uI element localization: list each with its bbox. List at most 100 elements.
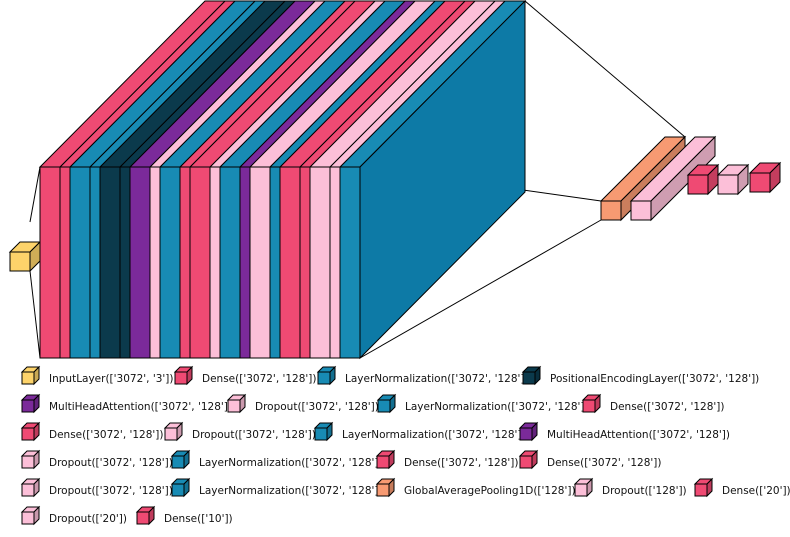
legend-label: Dense(['3072', '128']) xyxy=(202,373,317,385)
legend-item: Dense(['3072', '128']) xyxy=(518,449,662,470)
legend-swatch xyxy=(317,371,331,385)
layer-block-dropout xyxy=(249,166,271,359)
legend-label: Dense(['20']) xyxy=(722,485,790,497)
layer-block-layernormalization xyxy=(269,166,281,359)
legend-item: Dense(['3072', '128']) xyxy=(581,393,725,414)
legend-swatch xyxy=(376,455,390,469)
legend-item: Dropout(['3072', '128']) xyxy=(163,421,316,442)
output-blocks xyxy=(599,135,782,222)
legend-label: Dropout(['20']) xyxy=(49,513,127,525)
legend-item: Dense(['3072', '128']) xyxy=(173,365,317,386)
legend-label: LayerNormalization(['3072', '128']) xyxy=(199,457,383,469)
legend-item: PositionalEncodingLayer(['3072', '128']) xyxy=(521,365,759,386)
layer-block-dropout xyxy=(329,166,341,359)
legend-swatch xyxy=(21,399,35,413)
layer-block-dense xyxy=(179,166,191,359)
legend-item: InputLayer(['3072', '3']) xyxy=(20,365,173,386)
layer-blocks xyxy=(8,0,782,360)
legend-swatch xyxy=(519,455,533,469)
legend-item: Dropout(['3072', '128']) xyxy=(20,449,173,470)
legend-swatch xyxy=(582,399,596,413)
legend-label: Dropout(['3072', '128']) xyxy=(255,401,379,413)
legend-label: LayerNormalization(['3072', '128']) xyxy=(199,485,383,497)
legend-swatch xyxy=(21,455,35,469)
legend-swatch xyxy=(314,427,328,441)
layer-block-layernormalization xyxy=(89,166,101,359)
legend-label: Dense(['3072', '128']) xyxy=(404,457,519,469)
legend-swatch xyxy=(21,483,35,497)
layer-block-dense xyxy=(299,166,311,359)
connector-line xyxy=(359,219,602,359)
connector-line xyxy=(29,270,41,359)
layer-block-layernormalization xyxy=(159,166,181,359)
legend-swatch xyxy=(519,427,533,441)
dropout-20-block xyxy=(716,163,750,196)
legend-label: LayerNormalization(['3072', '128']) xyxy=(405,401,589,413)
legend-label: Dropout(['128']) xyxy=(602,485,687,497)
layer-block-dense xyxy=(279,166,301,359)
legend-label: Dropout(['3072', '128']) xyxy=(192,429,316,441)
input-layer-block xyxy=(8,240,42,273)
legend-label: GlobalAveragePooling1D(['128']) xyxy=(404,485,576,497)
layer-block-dropout xyxy=(149,166,161,359)
legend-swatch xyxy=(21,511,35,525)
legend-label: MultiHeadAttention(['3072', '128']) xyxy=(547,429,730,441)
legend-item: MultiHeadAttention(['3072', '128']) xyxy=(20,393,232,414)
stack-side-face xyxy=(359,0,526,360)
layer-block-dense xyxy=(39,166,61,359)
layer-block-layernormalization xyxy=(219,166,241,359)
legend-swatch xyxy=(21,427,35,441)
legend-item: LayerNormalization(['3072', '128']) xyxy=(376,393,589,414)
legend-item: GlobalAveragePooling1D(['128']) xyxy=(375,477,576,498)
legend-label: LayerNormalization(['3072', '128']) xyxy=(342,429,526,441)
legend-item: Dropout(['20']) xyxy=(20,505,127,526)
legend-swatch xyxy=(164,427,178,441)
legend-swatch xyxy=(227,399,241,413)
layer-block-positionalencodinglayer xyxy=(119,166,131,359)
dense-20-block xyxy=(686,163,720,196)
legend-item: Dropout(['3072', '128']) xyxy=(226,393,379,414)
layer-block-dropout xyxy=(309,166,331,359)
legend-label: Dense(['3072', '128']) xyxy=(610,401,725,413)
legend-label: Dropout(['3072', '128']) xyxy=(49,457,173,469)
legend-label: Dropout(['3072', '128']) xyxy=(49,485,173,497)
legend-swatch xyxy=(171,483,185,497)
layer-block-positionalencodinglayer xyxy=(99,166,121,359)
legend-label: LayerNormalization(['3072', '128']) xyxy=(345,373,529,385)
layer-block-multiheadattention xyxy=(239,166,251,359)
connector-line xyxy=(29,166,41,223)
legend-item: LayerNormalization(['3072', '128']) xyxy=(316,365,529,386)
legend-swatch xyxy=(694,483,708,497)
layer-block-multiheadattention xyxy=(129,166,151,359)
layer-block-dense xyxy=(59,166,71,359)
legend-item: LayerNormalization(['3072', '128']) xyxy=(170,449,383,470)
layer-block-dense xyxy=(189,166,211,359)
layer-block-layernormalization xyxy=(339,166,361,359)
legend-item: Dense(['20']) xyxy=(693,477,790,498)
legend-label: MultiHeadAttention(['3072', '128']) xyxy=(49,401,232,413)
legend-swatch xyxy=(171,455,185,469)
layer-block-dropout xyxy=(209,166,221,359)
dense-10-block xyxy=(748,161,782,194)
legend: InputLayer(['3072', '3']) Dense(['3072', … xyxy=(20,365,790,526)
legend-item: LayerNormalization(['3072', '128']) xyxy=(313,421,526,442)
legend-label: PositionalEncodingLayer(['3072', '128']) xyxy=(550,373,759,385)
legend-label: Dense(['10']) xyxy=(164,513,233,525)
legend-item: MultiHeadAttention(['3072', '128']) xyxy=(518,421,730,442)
legend-swatch xyxy=(174,371,188,385)
legend-swatch xyxy=(21,371,35,385)
legend-swatch xyxy=(522,371,536,385)
layer-block-layernormalization xyxy=(69,166,91,359)
legend-swatch xyxy=(377,399,391,413)
connector-line xyxy=(524,0,686,138)
legend-label: Dense(['3072', '128']) xyxy=(547,457,662,469)
legend-item: Dropout(['128']) xyxy=(573,477,687,498)
legend-item: Dense(['3072', '128']) xyxy=(20,421,164,442)
legend-item: Dense(['3072', '128']) xyxy=(375,449,519,470)
legend-item: Dropout(['3072', '128']) xyxy=(20,477,173,498)
legend-swatch xyxy=(376,483,390,497)
dropout-128-block xyxy=(629,135,717,222)
legend-item: Dense(['10']) xyxy=(135,505,233,526)
legend-label: InputLayer(['3072', '3']) xyxy=(49,373,173,385)
